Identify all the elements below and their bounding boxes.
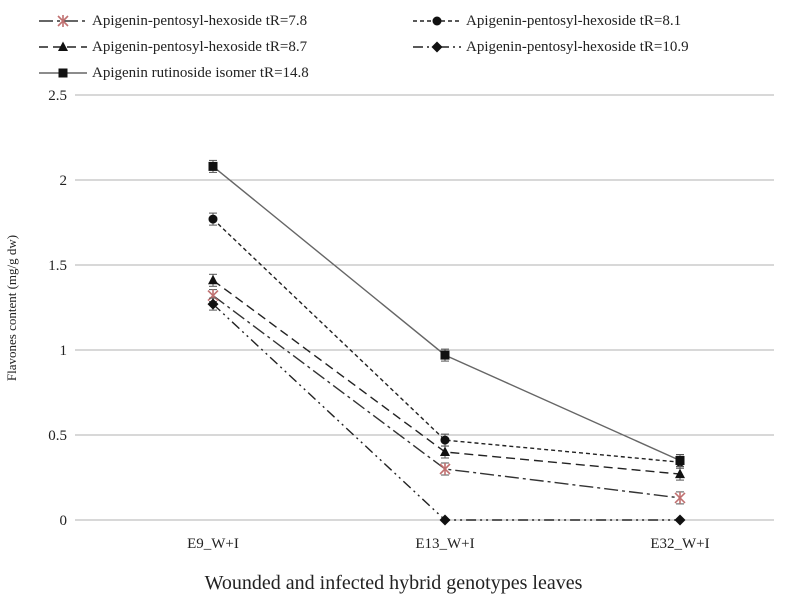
legend-sample (39, 41, 87, 51)
marker-diamond (674, 514, 686, 526)
y-tick-label: 2 (60, 173, 68, 189)
legend-sample (39, 15, 87, 27)
x-axis-title: Wounded and infected hybrid genotypes le… (204, 572, 583, 594)
legend-sample (39, 68, 87, 78)
marker-square (675, 456, 685, 465)
legend-item: Apigenin-pentosyl-hexoside tR=8.7 (38, 36, 307, 58)
legend-label: Apigenin-pentosyl-hexoside tR=7.8 (92, 12, 308, 29)
legend-label: Apigenin rutinoside isomer tR=14.8 (92, 64, 309, 81)
y-tick-label: 1 (60, 343, 68, 359)
series-line (212, 165, 681, 462)
x-tick-label: E9_W+I (187, 536, 239, 552)
series-group (208, 273, 685, 481)
y-axis-title-text: Flavones content (mg/g dw) (4, 234, 19, 382)
legend-item: Apigenin-pentosyl-hexoside tR=10.9 (412, 36, 689, 58)
marker-square (58, 68, 68, 78)
marker-diamond (431, 41, 443, 53)
marker-square (440, 350, 450, 360)
marker-triangle (440, 446, 450, 456)
legend-item: Apigenin-pentosyl-hexoside tR=8.1 (412, 10, 681, 32)
y-tick-label: 1.5 (48, 258, 67, 274)
marker-circle (208, 214, 218, 224)
legend-sample (413, 41, 461, 53)
x-tick-label: E32_W+I (650, 536, 709, 552)
series-line (212, 279, 681, 475)
legend: Apigenin-pentosyl-hexoside tR=7.8 Apigen… (0, 0, 787, 110)
legend-item: Apigenin rutinoside isomer tR=14.8 (38, 62, 309, 84)
series-line (212, 218, 681, 463)
y-tick-label: 0.5 (48, 428, 67, 444)
legend-label: Apigenin-pentosyl-hexoside tR=8.1 (466, 12, 682, 29)
legend-label: Apigenin-pentosyl-hexoside tR=8.7 (92, 38, 308, 55)
series-group (208, 159, 685, 467)
series-group (207, 297, 686, 526)
marker-diamond (439, 514, 451, 526)
x-tick-label: E13_W+I (415, 536, 474, 552)
y-tick-label: 2.5 (48, 88, 67, 104)
marker-square (208, 161, 218, 171)
legend-sample (413, 16, 461, 26)
marker-triangle (58, 41, 68, 51)
legend-item: Apigenin-pentosyl-hexoside tR=7.8 (38, 10, 307, 32)
series-group (207, 289, 686, 505)
marker-circle (440, 435, 450, 445)
legend-label: Apigenin-pentosyl-hexoside tR=10.9 (466, 38, 689, 55)
series-line (212, 303, 680, 521)
marker-triangle (675, 468, 685, 479)
marker-circle (432, 16, 442, 26)
marker-diamond (207, 298, 219, 310)
y-tick-label: 0 (60, 513, 68, 529)
marker-triangle (208, 274, 218, 285)
